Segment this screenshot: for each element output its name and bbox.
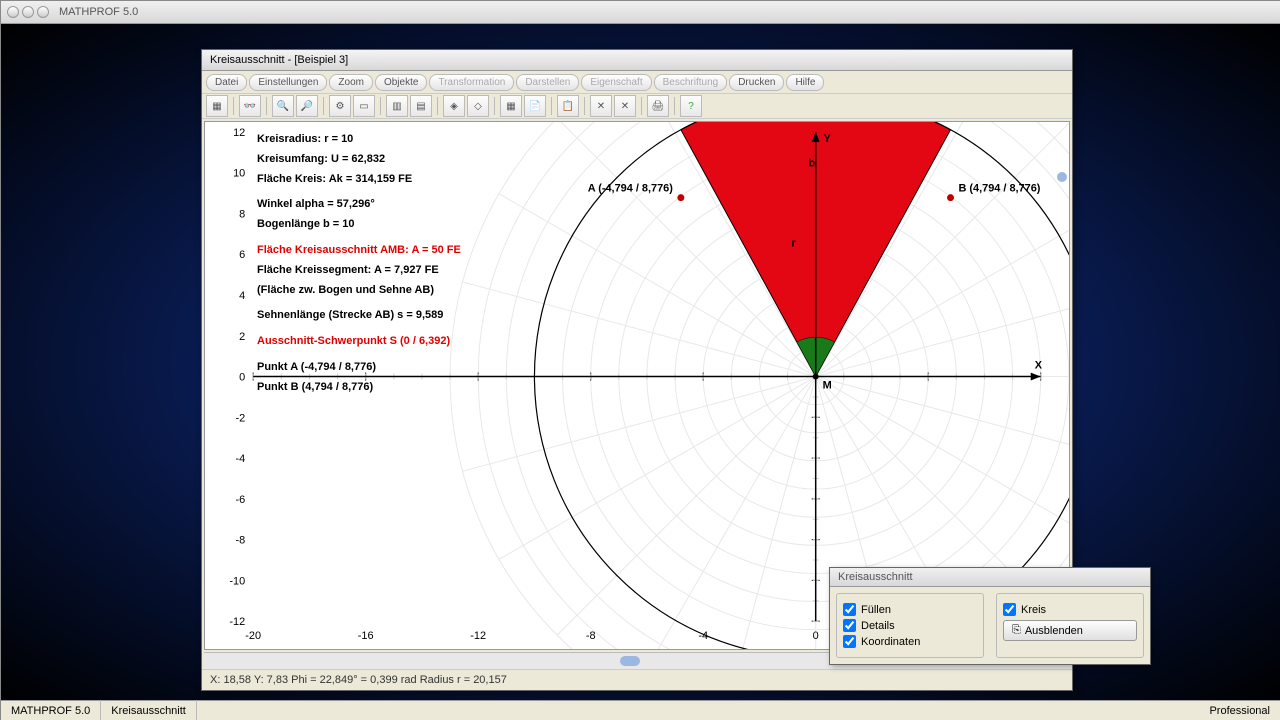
menu-darstellen: Darstellen <box>516 74 579 91</box>
options-panel-title: Kreisausschnitt <box>838 571 913 583</box>
tb-grid1-icon[interactable]: ▥ <box>386 95 408 117</box>
coord-bar: X: 18,58 Y: 7,83 Phi = 22,849° = 0,399 r… <box>202 669 1072 690</box>
info-chord: Sehnenlänge (Strecke AB) s = 9,589 <box>257 306 461 326</box>
svg-text:-8: -8 <box>236 535 246 547</box>
menu-transformation: Transformation <box>429 74 514 91</box>
info-point-a: Punkt A (-4,794 / 8,776) <box>257 358 461 378</box>
svg-text:M: M <box>823 379 832 391</box>
svg-text:B (4,794 / 8,776): B (4,794 / 8,776) <box>958 183 1040 195</box>
chk-coords[interactable]: Koordinaten <box>843 635 977 648</box>
app-title: MATHPROF 5.0 <box>59 6 138 18</box>
chk-circle[interactable]: Kreis <box>1003 603 1137 616</box>
svg-text:X: X <box>1035 360 1043 372</box>
options-panel: Kreisausschnitt Füllen Details Koordinat… <box>829 567 1151 665</box>
svg-text:-6: -6 <box>236 494 246 506</box>
menu-einstellungen[interactable]: Einstellungen <box>249 74 327 91</box>
menu-objekte[interactable]: Objekte <box>375 74 427 91</box>
tb-grid2-icon[interactable]: ▤ <box>410 95 432 117</box>
tb-table-icon[interactable]: ▦ <box>500 95 522 117</box>
hide-icon: ⎘ <box>1012 624 1021 637</box>
menu-drucken[interactable]: Drucken <box>729 74 784 91</box>
svg-text:6: 6 <box>239 249 245 261</box>
info-arclength: Bogenlänge b = 10 <box>257 215 461 235</box>
svg-text:8: 8 <box>239 208 245 220</box>
svg-text:12: 12 <box>233 127 245 139</box>
tb-axis-y-icon[interactable]: ✕ <box>614 95 636 117</box>
vscroll-thumb[interactable] <box>1057 172 1067 182</box>
tb-settings-icon[interactable]: ⚙ <box>329 95 351 117</box>
svg-text:-12: -12 <box>470 630 486 642</box>
status-edition: Professional <box>1199 699 1280 720</box>
tb-binoculars-icon[interactable]: 👓 <box>239 95 261 117</box>
svg-text:0: 0 <box>813 630 819 642</box>
tb-app-icon[interactable]: ▦ <box>206 95 228 117</box>
svg-text:-8: -8 <box>586 630 596 642</box>
options-panel-titlebar[interactable]: Kreisausschnitt <box>830 568 1150 587</box>
desktop-area: Kreisausschnitt - [Beispiel 3] DateiEins… <box>1 24 1280 700</box>
svg-text:r: r <box>791 238 796 250</box>
info-segment-area: Fläche Kreissegment: A = 7,927 FE <box>257 261 461 281</box>
chk-fill[interactable]: Füllen <box>843 603 977 616</box>
tb-obj1-icon[interactable]: ◈ <box>443 95 465 117</box>
svg-text:0: 0 <box>239 372 245 384</box>
tb-axis-x-icon[interactable]: ✕ <box>590 95 612 117</box>
menubar: DateiEinstellungenZoomObjekteTransformat… <box>202 71 1072 94</box>
app-window: MATHPROF 5.0 Kreisausschnitt - [Beispiel… <box>0 0 1280 720</box>
svg-text:-16: -16 <box>358 630 374 642</box>
chk-details[interactable]: Details <box>843 619 977 632</box>
svg-text:10: 10 <box>233 168 245 180</box>
menu-datei[interactable]: Datei <box>206 74 247 91</box>
svg-text:-12: -12 <box>229 616 245 628</box>
menu-beschriftung: Beschriftung <box>654 74 728 91</box>
svg-text:-4: -4 <box>236 453 246 465</box>
svg-text:-10: -10 <box>229 575 245 587</box>
info-radius: Kreisradius: r = 10 <box>257 130 461 150</box>
tb-zoom-out-icon[interactable]: 🔎 <box>296 95 318 117</box>
svg-text:b: b <box>808 158 815 170</box>
svg-text:-20: -20 <box>245 630 261 642</box>
menu-hilfe[interactable]: Hilfe <box>786 74 824 91</box>
svg-text:-2: -2 <box>236 412 246 424</box>
svg-text:Y: Y <box>824 133 832 145</box>
btn-hide[interactable]: ⎘Ausblenden <box>1003 620 1137 641</box>
coord-text: X: 18,58 Y: 7,83 Phi = 22,849° = 0,399 r… <box>210 674 507 686</box>
info-segment-note: (Fläche zw. Bogen und Sehne AB) <box>257 281 461 301</box>
menu-zoom[interactable]: Zoom <box>329 74 373 91</box>
app-titlebar[interactable]: MATHPROF 5.0 <box>1 1 1280 24</box>
info-angle: Winkel alpha = 57,296° <box>257 195 461 215</box>
tb-obj2-icon[interactable]: ◇ <box>467 95 489 117</box>
svg-text:4: 4 <box>239 290 245 302</box>
status-module: Kreisausschnitt <box>101 699 197 720</box>
plot-window-title: Kreisausschnitt - [Beispiel 3] <box>210 54 348 66</box>
svg-text:A (-4,794 / 8,776): A (-4,794 / 8,776) <box>588 183 674 195</box>
status-app: MATHPROF 5.0 <box>1 699 101 720</box>
plot-titlebar[interactable]: Kreisausschnitt - [Beispiel 3] <box>202 50 1072 71</box>
toolbar: ▦ 👓 🔍 🔎 ⚙ ▭ ▥ ▤ ◈ ◇ ▦ 📄 📋 <box>202 94 1072 119</box>
menu-eigenschaft: Eigenschaft <box>581 74 651 91</box>
tb-print-icon[interactable]: 🖨 <box>647 95 669 117</box>
svg-text:2: 2 <box>239 331 245 343</box>
tb-window-icon[interactable]: ▭ <box>353 95 375 117</box>
window-controls[interactable] <box>7 6 49 18</box>
info-area-circle: Fläche Kreis: Ak = 314,159 FE <box>257 170 461 190</box>
status-bar: MATHPROF 5.0 Kreisausschnitt Professiona… <box>1 700 1280 720</box>
tb-zoom-in-icon[interactable]: 🔍 <box>272 95 294 117</box>
tb-sheet-icon[interactable]: 📄 <box>524 95 546 117</box>
tb-help-icon[interactable]: ? <box>680 95 702 117</box>
info-box: Kreisradius: r = 10 Kreisumfang: U = 62,… <box>257 130 461 398</box>
tb-copy-icon[interactable]: 📋 <box>557 95 579 117</box>
info-centroid: Ausschnitt-Schwerpunkt S (0 / 6,392) <box>257 332 461 352</box>
info-sector-area: Fläche Kreisausschnitt AMB: A = 50 FE <box>257 241 461 261</box>
info-circumference: Kreisumfang: U = 62,832 <box>257 150 461 170</box>
info-point-b: Punkt B (4,794 / 8,776) <box>257 378 461 398</box>
